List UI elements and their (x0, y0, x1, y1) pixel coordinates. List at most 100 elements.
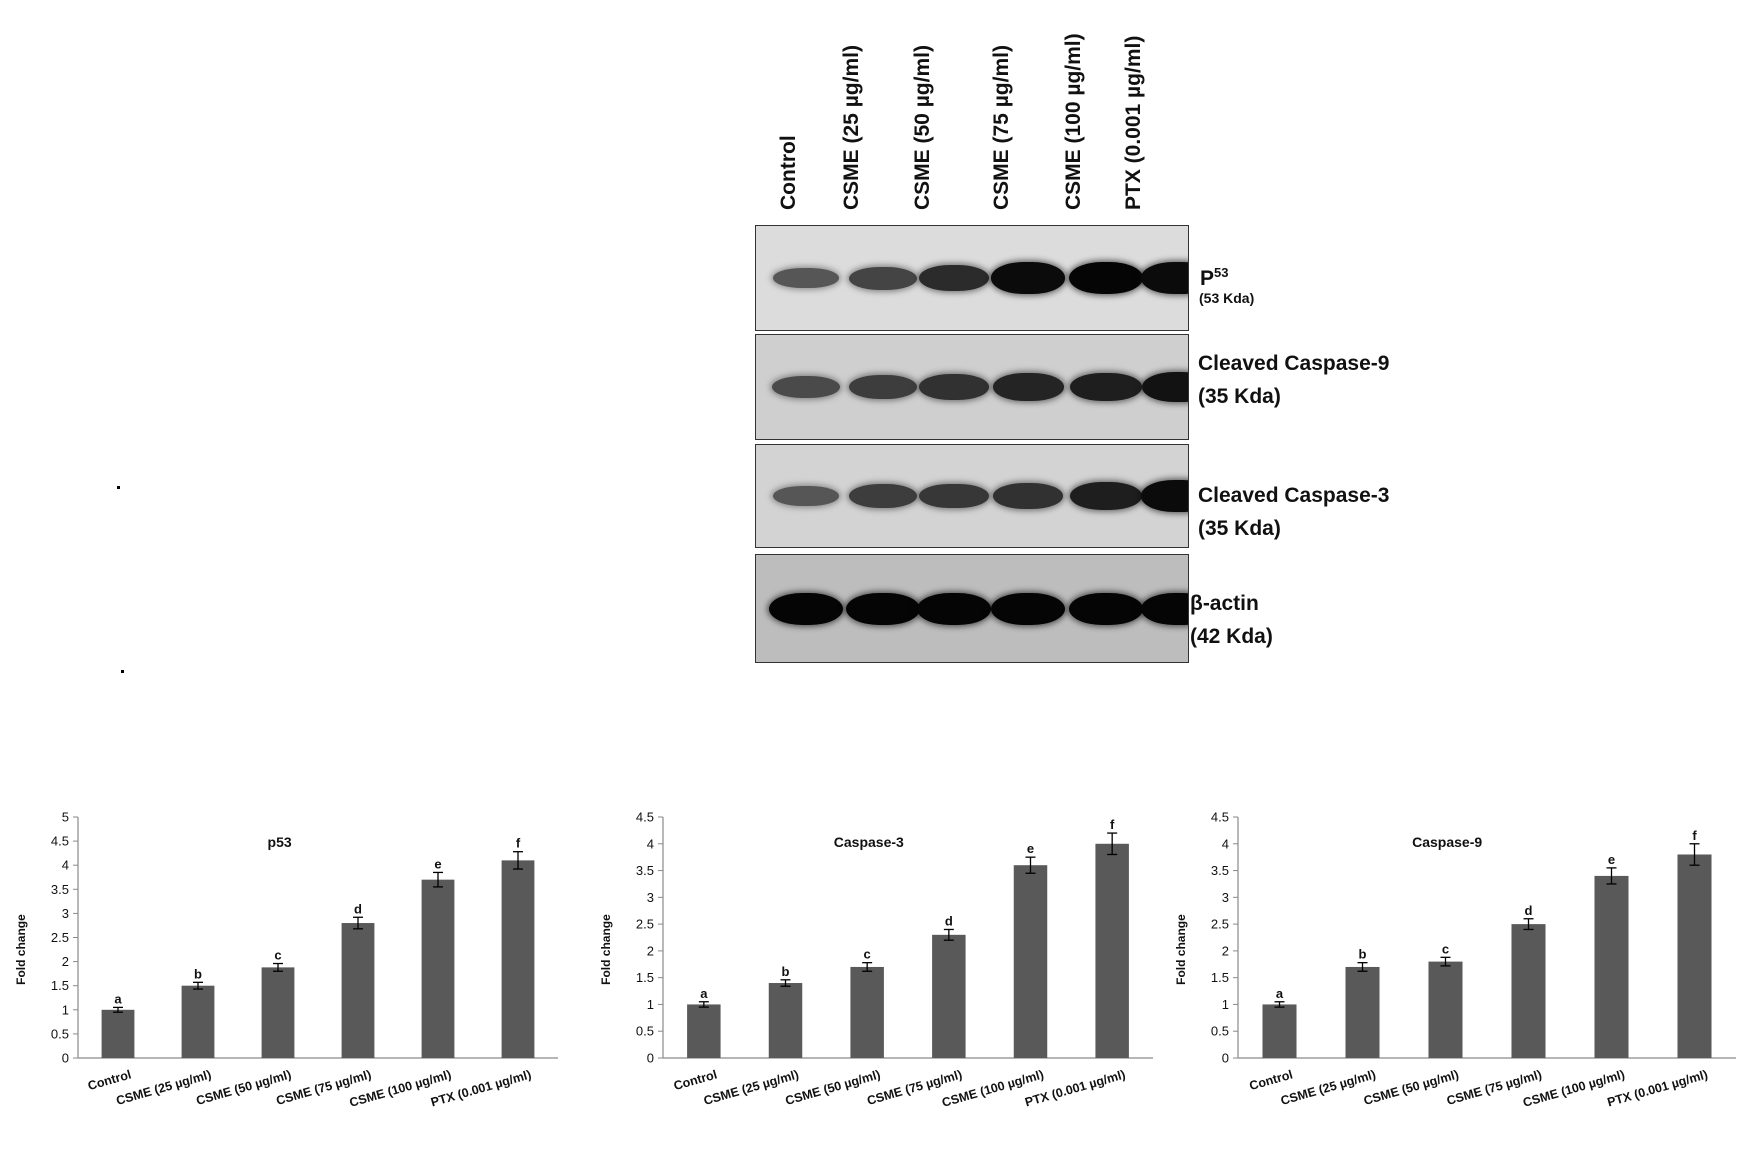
y-tick-label: 0.5 (1211, 1024, 1229, 1039)
significance-letter: e (1608, 852, 1615, 867)
blot-band (1069, 262, 1143, 294)
y-tick-label: 4 (1222, 836, 1229, 851)
blot-band (848, 375, 918, 399)
blot-band (769, 592, 843, 625)
bar (341, 923, 375, 1058)
significance-letter: e (1027, 841, 1034, 856)
western-blot-figure: Control CSME (25 µg/ml) CSME (50 µg/ml) … (117, 33, 1390, 673)
chart-title: Caspase-3 (834, 834, 904, 850)
bar (1095, 843, 1129, 1058)
significance-letter: f (1692, 828, 1697, 843)
protein-label-beta-actin: β-actin (1190, 592, 1259, 615)
protein-label-caspase-9: Cleaved Caspase-9 (1198, 352, 1390, 375)
lane-label-csme-100: CSME (100 µg/ml) (1062, 33, 1085, 210)
blot-band (1070, 481, 1142, 511)
y-tick-label: 3 (1222, 890, 1229, 905)
blot-panel-p53 (755, 225, 1189, 331)
significance-letter: f (516, 836, 521, 851)
y-tick-label: 5 (62, 810, 69, 825)
bar (1345, 966, 1380, 1058)
chart-svg: 0 0.5 1 1.5 2 2.5 3 3.5 4 4.5 Caspase-9 Fold change… (1174, 810, 1736, 1110)
lane-label-csme-75: CSME (75 µg/ml) (990, 45, 1013, 210)
y-tick-label: 1 (1222, 997, 1229, 1012)
chart-p53: 0 0.5 1 1.5 2 2.5 3 3.5 4 4.5 5 p53 Fold change a Cont… (0, 795, 570, 1145)
y-tick-label: 0 (1222, 1051, 1229, 1066)
y-tick-label: 3.5 (636, 863, 654, 878)
y-axis-label: Fold change (14, 914, 28, 985)
protein-weight-p53: (53 Kda) (1199, 290, 1255, 306)
artifact-dot (117, 486, 120, 489)
blot-band (848, 484, 918, 508)
y-tick-label: 3.5 (51, 882, 69, 897)
x-tick-label: Control (672, 1067, 719, 1093)
lane-label-csme-25: CSME (25 µg/ml) (840, 45, 863, 210)
y-tick-label: 4.5 (51, 834, 69, 849)
chart-caspase-3: 0 0.5 1 1.5 2 2.5 3 3.5 4 4.5 Caspase-3 Fold change… (585, 795, 1165, 1145)
blot-band (992, 373, 1064, 401)
x-tick-label: CSME (50 µg/ml) (1362, 1067, 1460, 1108)
significance-letter: b (782, 964, 790, 979)
bar (1262, 1004, 1297, 1058)
y-tick-label: 1.5 (51, 978, 69, 993)
blot-band (991, 592, 1065, 625)
blot-band (772, 485, 840, 507)
y-tick-label: 0.5 (51, 1026, 69, 1041)
blot-band (1141, 371, 1188, 403)
blot-band (772, 267, 840, 289)
significance-letter: a (700, 986, 708, 1001)
blot-band (846, 592, 920, 625)
significance-letter: f (1110, 817, 1115, 832)
significance-letter: c (1442, 941, 1449, 956)
lane-label-csme-50: CSME (50 µg/ml) (911, 45, 934, 210)
significance-letter: b (1359, 947, 1367, 962)
blot-band (1141, 480, 1188, 512)
y-tick-label: 4.5 (636, 810, 654, 825)
y-tick-label: 1.5 (636, 970, 654, 985)
protein-label-caspase-3: Cleaved Caspase-3 (1198, 484, 1390, 507)
protein-weight-caspase-9: (35 Kda) (1198, 385, 1281, 408)
bar (1511, 924, 1546, 1058)
y-tick-label: 4.5 (1211, 810, 1229, 825)
bar (1428, 961, 1463, 1058)
artifact-dot (121, 670, 124, 673)
significance-letter: c (274, 948, 281, 963)
bar (1013, 865, 1048, 1058)
bar (1677, 854, 1712, 1058)
blot-band (1141, 262, 1188, 294)
blot-band (919, 483, 989, 509)
protein-weight-caspase-3: (35 Kda) (1198, 517, 1281, 540)
y-tick-label: 4 (62, 858, 69, 873)
y-axis-label: Fold change (599, 914, 613, 985)
blot-band (991, 262, 1065, 294)
significance-letter: e (434, 856, 441, 871)
blot-band (1070, 372, 1142, 402)
blot-band (918, 264, 990, 292)
y-tick-label: 1 (62, 1002, 69, 1017)
significance-letter: b (194, 966, 202, 981)
bar (421, 879, 455, 1058)
significance-letter: c (864, 947, 871, 962)
y-tick-label: 2.5 (636, 917, 654, 932)
chart-caspase-9: 0 0.5 1 1.5 2 2.5 3 3.5 4 4.5 Caspase-9 Fold change… (1160, 795, 1748, 1145)
y-tick-label: 2 (62, 954, 69, 969)
bar (101, 1009, 135, 1058)
significance-letter: d (354, 901, 362, 916)
blot-band (917, 592, 991, 625)
blot-panel-caspase-3 (755, 444, 1189, 548)
bar (1594, 875, 1629, 1058)
chart-title: p53 (268, 834, 292, 850)
blot-band (1141, 592, 1188, 625)
blot-panel-caspase-9 (755, 334, 1189, 440)
y-tick-label: 1 (647, 997, 654, 1012)
chart-svg: 0 0.5 1 1.5 2 2.5 3 3.5 4 4.5 5 p53 Fold change a Cont… (14, 810, 558, 1110)
y-tick-label: 3 (647, 890, 654, 905)
x-tick-label: CSME (25 µg/ml) (1279, 1067, 1377, 1108)
y-tick-label: 3.5 (1211, 863, 1229, 878)
bar (768, 983, 803, 1058)
bar (850, 966, 884, 1058)
protein-weight-beta-actin: (42 Kda) (1190, 625, 1273, 648)
significance-letter: a (1276, 986, 1284, 1001)
protein-label-p53: P53 (1200, 265, 1229, 290)
blot-band (993, 483, 1063, 509)
y-tick-label: 2.5 (51, 930, 69, 945)
